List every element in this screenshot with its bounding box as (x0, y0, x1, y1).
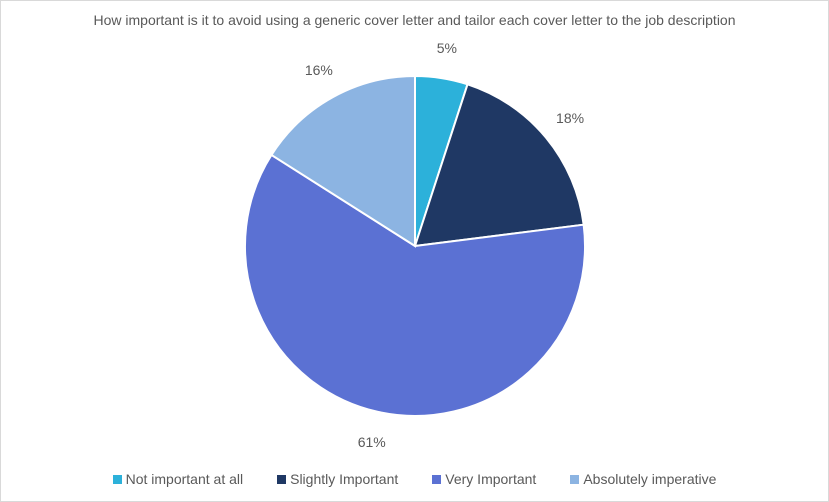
legend-swatch (113, 475, 122, 484)
legend-item: Absolutely imperative (570, 471, 716, 487)
legend-label: Not important at all (126, 471, 244, 487)
pie-chart-container: How important is it to avoid using a gen… (0, 0, 829, 502)
legend-label: Absolutely imperative (583, 471, 716, 487)
legend-label: Slightly Important (290, 471, 398, 487)
slice-value-label: 5% (437, 40, 457, 56)
slice-value-label: 18% (556, 110, 584, 126)
chart-legend: Not important at all Slightly Important Ve… (1, 471, 828, 487)
legend-item: Not important at all (113, 471, 244, 487)
pie-chart (245, 76, 585, 421)
legend-item: Very Important (432, 471, 536, 487)
legend-swatch (570, 475, 579, 484)
legend-swatch (277, 475, 286, 484)
legend-item: Slightly Important (277, 471, 398, 487)
legend-label: Very Important (445, 471, 536, 487)
chart-title: How important is it to avoid using a gen… (1, 11, 828, 30)
legend-swatch (432, 475, 441, 484)
slice-value-label: 61% (358, 434, 386, 450)
slice-value-label: 16% (305, 62, 333, 78)
